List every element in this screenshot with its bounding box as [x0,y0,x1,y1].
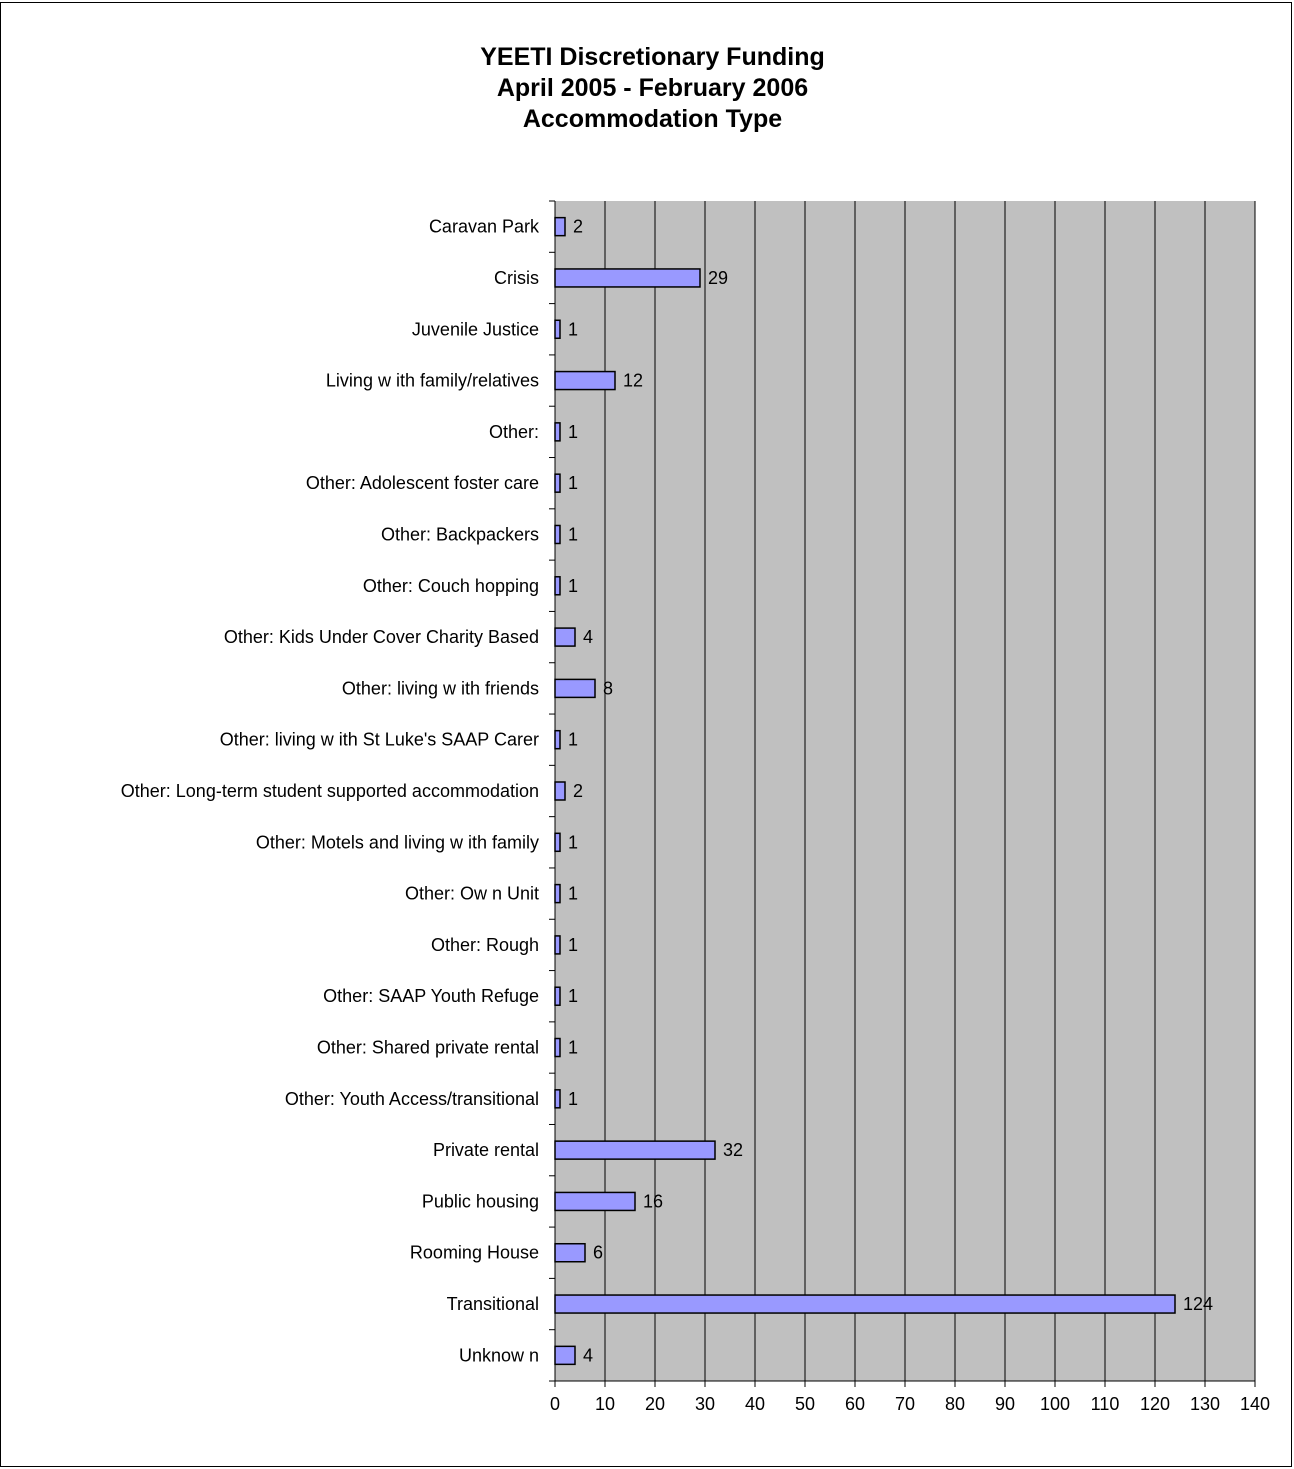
chart-title-line-2: April 2005 - February 2006 [496,74,809,102]
bar-22 [554,1345,576,1366]
bar-0 [554,216,566,237]
value-label-3: 12 [623,371,643,391]
bar-4 [554,422,561,442]
value-label-17: 1 [568,1089,578,1109]
category-label-20: Rooming House [410,1243,539,1263]
x-tick-label-4: 40 [745,1394,765,1414]
x-tick-label-12: 120 [1140,1394,1170,1414]
bar-15 [554,986,561,1006]
chart-title-line-3: Accommodation Type [522,105,783,133]
x-tick-label-11: 110 [1091,1394,1120,1414]
category-label-17: Other: Youth Access/transitional [285,1089,539,1109]
category-label-18: Private rental [433,1140,539,1160]
category-label-7: Other: Couch hopping [363,576,539,596]
value-label-15: 1 [568,986,578,1006]
value-label-10: 1 [568,730,578,750]
value-label-6: 1 [568,524,578,544]
value-label-19: 16 [643,1191,663,1211]
value-label-1: 29 [708,268,728,288]
x-tick-label-7: 70 [895,1394,915,1414]
bar-1 [554,268,701,288]
x-tick-label-8: 80 [945,1394,965,1414]
value-label-7: 1 [568,576,578,596]
category-label-9: Other: living w ith friends [342,678,539,698]
category-label-3: Living w ith family/relatives [326,371,539,391]
value-label-20: 6 [593,1243,603,1263]
category-label-22: Unknow n [459,1345,539,1365]
bar-21 [554,1294,1176,1314]
bar-8 [554,627,576,647]
bar-10 [554,729,561,750]
bar-16 [554,1037,561,1058]
x-tick-label-6: 60 [845,1394,865,1414]
value-label-13: 1 [568,884,578,904]
value-label-9: 8 [603,678,613,698]
x-tick-label-0: 0 [550,1394,560,1414]
bar-17 [554,1089,561,1109]
value-label-22: 4 [583,1345,593,1365]
category-label-8: Other: Kids Under Cover Charity Based [224,627,539,647]
bar-7 [554,576,561,596]
category-label-16: Other: Shared private rental [317,1038,539,1058]
x-tick-label-10: 100 [1040,1394,1070,1414]
category-label-10: Other: living w ith St Luke's SAAP Carer [220,730,539,750]
bar-5 [554,473,561,493]
value-label-16: 1 [568,1038,578,1058]
chart-title: YEETI Discretionary Funding April 2005 -… [0,42,1294,135]
x-tick-label-3: 30 [695,1394,715,1414]
category-label-5: Other: Adolescent foster care [306,473,539,493]
value-label-4: 1 [568,422,578,442]
x-tick-label-13: 130 [1190,1394,1220,1414]
category-label-11: Other: Long-term student supported accom… [121,781,539,801]
value-label-8: 4 [583,627,593,647]
bar-2 [554,319,561,340]
bar-18 [554,1140,716,1160]
bar-9 [554,678,596,699]
value-label-12: 1 [568,832,578,852]
value-label-11: 2 [573,781,583,801]
category-label-0: Caravan Park [429,217,540,237]
value-label-14: 1 [568,935,578,955]
bar-19 [554,1191,636,1212]
x-tick-label-14: 140 [1240,1394,1270,1414]
bar-3 [554,370,616,391]
category-label-21: Transitional [447,1294,539,1314]
bar-14 [554,935,561,955]
bar-6 [554,524,561,545]
category-label-12: Other: Motels and living w ith family [256,832,539,852]
value-label-0: 2 [573,217,583,237]
x-tick-label-1: 10 [595,1394,615,1414]
bar-13 [554,883,561,904]
category-label-15: Other: SAAP Youth Refuge [323,986,539,1006]
value-label-18: 32 [723,1140,743,1160]
category-label-13: Other: Ow n Unit [405,884,539,904]
bar-20 [554,1242,586,1263]
x-tick-label-2: 20 [645,1394,665,1414]
category-label-6: Other: Backpackers [381,524,539,544]
x-tick-label-9: 90 [995,1394,1015,1414]
category-label-1: Crisis [494,268,539,288]
category-label-4: Other: [489,422,539,442]
category-label-2: Juvenile Justice [412,319,539,339]
category-label-14: Other: Rough [431,935,539,955]
value-label-21: 124 [1183,1294,1213,1314]
chart-title-line-1: YEETI Discretionary Funding [480,43,825,71]
x-tick-label-5: 50 [795,1394,815,1414]
bar-11 [554,781,566,801]
category-label-19: Public housing [422,1191,539,1211]
value-label-2: 1 [568,319,578,339]
value-label-5: 1 [568,473,578,493]
bar-12 [554,832,561,853]
